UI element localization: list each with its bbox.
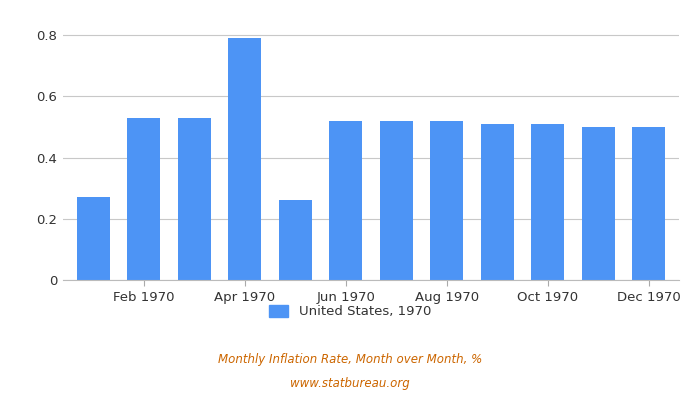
Bar: [531, 124, 564, 280]
Bar: [279, 200, 312, 280]
Bar: [582, 127, 615, 280]
Legend: United States, 1970: United States, 1970: [263, 300, 437, 324]
Bar: [228, 38, 261, 280]
Bar: [77, 198, 110, 280]
Text: Monthly Inflation Rate, Month over Month, %: Monthly Inflation Rate, Month over Month…: [218, 354, 482, 366]
Bar: [127, 118, 160, 280]
Bar: [380, 121, 413, 280]
Bar: [430, 121, 463, 280]
Bar: [632, 127, 665, 280]
Bar: [329, 121, 362, 280]
Bar: [481, 124, 514, 280]
Bar: [178, 118, 211, 280]
Text: www.statbureau.org: www.statbureau.org: [290, 378, 410, 390]
